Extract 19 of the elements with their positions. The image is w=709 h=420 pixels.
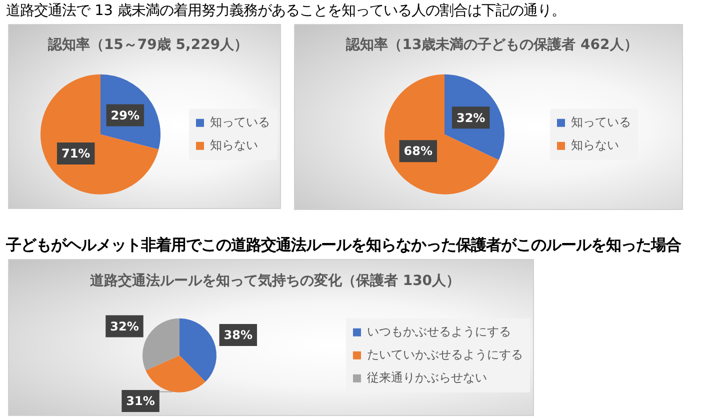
data-label: 29% (110, 108, 140, 122)
data-label: 68% (404, 144, 433, 158)
data-label: 32% (456, 110, 486, 125)
legend-label: 知っている (210, 115, 270, 130)
legend-label: 知らない (571, 138, 619, 152)
legend-label: 従来通りかぶらせない (367, 370, 487, 385)
data-label: 71% (61, 146, 90, 161)
legend-label: 知っている (571, 115, 631, 130)
legend-label: たいていかぶせるようにする (367, 348, 523, 362)
text: 道路交通法で 13 歳未満の着用努力義務があることを知っている人の割合は下記の通り。 (6, 3, 566, 20)
data-label: 32% (110, 319, 139, 334)
legend-label: いつもかぶせるようにする (367, 324, 511, 339)
chart-title: 道路交通法ルールを知って気持ちの変化（保護者 130人） (88, 272, 460, 290)
data-label: 31% (126, 394, 155, 408)
data-label: 38% (224, 328, 253, 342)
legend-label: 知らない (210, 138, 258, 152)
chart-title: 認知率（15～79歳 5,229人） (46, 36, 248, 54)
chart-title: 認知率（13歳未満の子どもの保護者 462人） (345, 36, 638, 54)
text: 子どもがヘルメット非着用でこの道路交通法ルールを知らなかった保護者がこのルールを知った場合 (6, 236, 681, 254)
